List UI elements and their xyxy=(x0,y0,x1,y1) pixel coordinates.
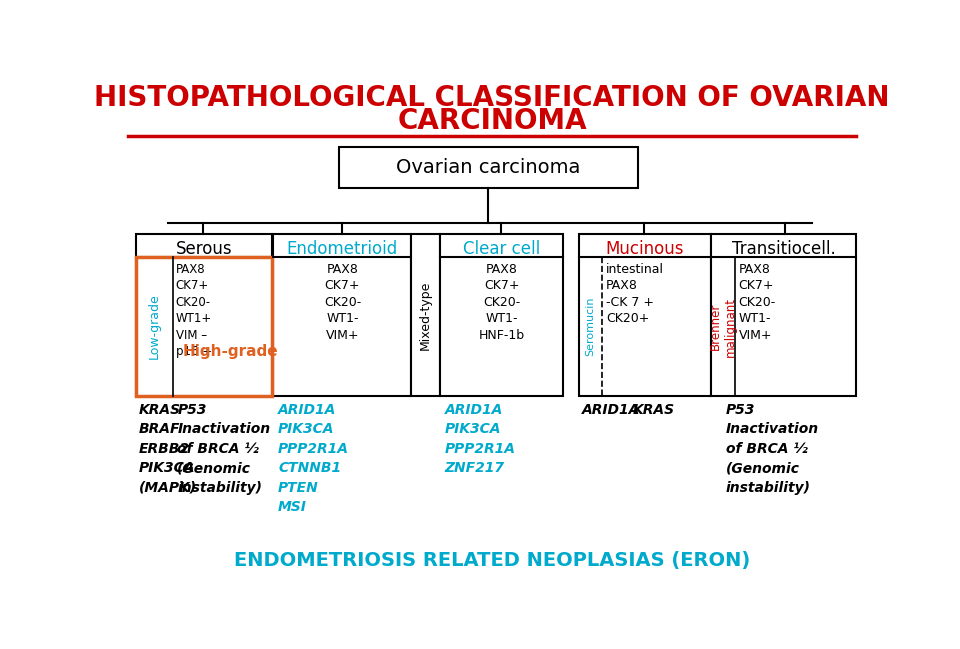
Text: Endometrioid: Endometrioid xyxy=(287,240,398,258)
Bar xyxy=(440,234,564,396)
Text: Transitiocell.: Transitiocell. xyxy=(732,240,835,258)
Text: Ovarian carcinoma: Ovarian carcinoma xyxy=(396,158,580,177)
Text: PAX8
CK7+
CK20-
WT1+
VIM –
p16 +: PAX8 CK7+ CK20- WT1+ VIM – p16 + xyxy=(176,263,212,358)
Text: Low-grade: Low-grade xyxy=(148,294,160,360)
Text: KRAS
BRAF
ERBB2
PIK3CA
(MAPK): KRAS BRAF ERBB2 PIK3CA (MAPK) xyxy=(138,403,197,495)
Text: Serous: Serous xyxy=(176,240,232,258)
Text: High-grade: High-grade xyxy=(182,344,277,359)
Text: HISTOPATHOLOGICAL CLASSIFICATION OF OVARIAN: HISTOPATHOLOGICAL CLASSIFICATION OF OVAR… xyxy=(94,84,890,112)
Text: ENDOMETRIOSIS RELATED NEOPLASIAS (ERON): ENDOMETRIOSIS RELATED NEOPLASIAS (ERON) xyxy=(234,552,750,570)
Text: CARCINOMA: CARCINOMA xyxy=(397,107,587,135)
Text: ARID1A
PIK3CA
PPP2R1A
ZNF217: ARID1A PIK3CA PPP2R1A ZNF217 xyxy=(444,403,516,475)
Text: KRAS: KRAS xyxy=(633,403,675,417)
Text: PAX8
CK7+
CK20-
WT1-
VIM+: PAX8 CK7+ CK20- WT1- VIM+ xyxy=(324,263,361,341)
Bar xyxy=(339,147,637,188)
Bar xyxy=(710,234,856,396)
Text: ARID1A
PIK3CA
PPP2R1A
CTNNB1
PTEN
MSI: ARID1A PIK3CA PPP2R1A CTNNB1 PTEN MSI xyxy=(278,403,349,514)
Text: PAX8
CK7+
CK20-
WT1-
HNF-1b: PAX8 CK7+ CK20- WT1- HNF-1b xyxy=(479,263,525,341)
Bar xyxy=(412,234,440,396)
Text: ARID1A: ARID1A xyxy=(582,403,640,417)
Text: P53
Inactivation
of BRCA ½
(Genomic
instability): P53 Inactivation of BRCA ½ (Genomic inst… xyxy=(726,403,819,495)
Bar xyxy=(274,234,412,396)
Bar xyxy=(135,257,272,396)
Text: P53
Inactivation
of BRCA ½
(Genomic
instability): P53 Inactivation of BRCA ½ (Genomic inst… xyxy=(178,403,271,495)
Text: Mixed-type: Mixed-type xyxy=(420,280,432,350)
Text: intestinal
PAX8
-CK 7 +
CK20+: intestinal PAX8 -CK 7 + CK20+ xyxy=(606,263,664,325)
Bar xyxy=(579,234,710,396)
Text: Seromucin: Seromucin xyxy=(586,297,595,356)
Bar xyxy=(135,234,272,396)
Text: Brenner
malignant: Brenner malignant xyxy=(708,297,737,356)
Text: PAX8
CK7+
CK20-
WT1-
VIM+: PAX8 CK7+ CK20- WT1- VIM+ xyxy=(738,263,776,341)
Text: Clear cell: Clear cell xyxy=(463,240,540,258)
Text: Mucinous: Mucinous xyxy=(606,240,684,258)
